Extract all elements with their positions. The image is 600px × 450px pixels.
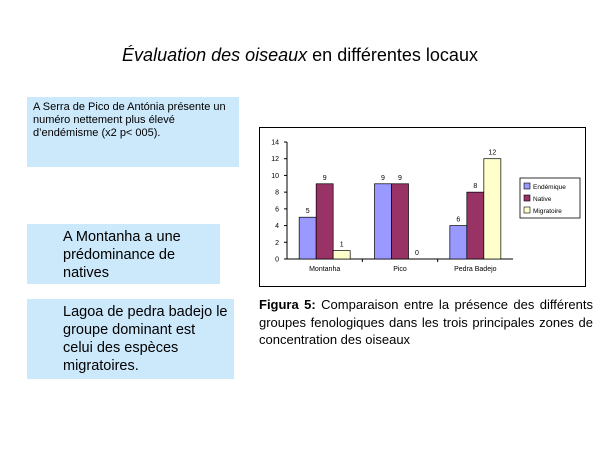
y-tick-label: 6 <box>275 206 279 213</box>
slide-title: Évaluation des oiseaux en différentes lo… <box>0 45 600 66</box>
bar <box>315 183 334 260</box>
caption-text: Comparaison entre la présence des différ… <box>259 297 593 347</box>
caption-label: Figura 5: <box>259 297 316 312</box>
lagoa-note-text: Lagoa de pedra badejo le groupe dominant… <box>63 304 228 374</box>
legend-label: Native <box>533 196 552 203</box>
bar <box>466 191 485 260</box>
y-tick-label: 0 <box>275 257 279 264</box>
y-tick-label: 2 <box>275 240 279 247</box>
figure-caption: Figura 5: Comparaison entre la présence … <box>259 296 593 349</box>
bar <box>332 250 351 260</box>
bar <box>391 183 409 260</box>
category-label: Pico <box>393 266 407 273</box>
bar <box>483 158 502 260</box>
y-tick-label: 12 <box>271 156 279 163</box>
data-label: 8 <box>473 183 477 190</box>
legend-swatch <box>523 182 531 190</box>
title-italic: Évaluation des oiseaux <box>122 45 308 65</box>
endemism-note-text: A Serra de Pico de Antónia présente un n… <box>33 101 226 139</box>
category-label: Montanha <box>309 266 340 273</box>
title-rest: en différentes locaux <box>307 45 478 65</box>
data-label: 5 <box>306 208 310 215</box>
y-tick-label: 10 <box>271 173 279 180</box>
legend-label: Endémique <box>533 184 566 191</box>
data-label: 9 <box>381 175 385 182</box>
bar-chart: 0 2 4 6 8 10 12 14 5 9 1 Montanha 9 9 0 Pico 6 8 12 Pedra B… <box>271 140 581 273</box>
legend-swatch <box>523 194 531 202</box>
legend-swatch <box>523 206 531 214</box>
y-tick-label: 4 <box>275 223 279 230</box>
y-tick-label: 8 <box>275 190 279 197</box>
data-label: 12 <box>488 150 496 157</box>
data-label: 9 <box>398 175 402 182</box>
bar <box>449 225 468 260</box>
data-label: 9 <box>323 175 327 182</box>
data-label: 0 <box>415 250 419 257</box>
chart-frame: 0 2 4 6 8 10 12 14 5 9 1 Montanha 9 9 0 Pico 6 8 12 Pedra B… <box>259 127 586 287</box>
legend-label: Migratoire <box>533 208 562 215</box>
data-label: 1 <box>340 242 344 249</box>
category-label: Pedra Badejo <box>454 266 497 273</box>
endemism-note-box: A Serra de Pico de Antónia présente un n… <box>27 97 239 167</box>
y-tick-label: 14 <box>271 140 279 147</box>
bar <box>374 183 392 260</box>
montanha-note-box: A Montanha a une prédominance de natives <box>27 224 220 284</box>
montanha-note-text: A Montanha a une prédominance de natives <box>63 229 181 281</box>
lagoa-note-box: Lagoa de pedra badejo le groupe dominant… <box>27 299 234 379</box>
data-label: 6 <box>456 217 460 224</box>
bar <box>298 216 317 260</box>
